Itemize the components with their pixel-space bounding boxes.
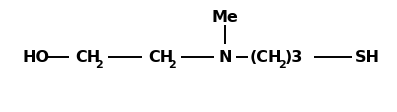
Text: N: N [218, 50, 232, 65]
Text: 2: 2 [168, 59, 176, 69]
Text: HO: HO [22, 50, 49, 65]
Text: (CH: (CH [250, 50, 283, 65]
Text: )3: )3 [285, 50, 303, 65]
Text: CH: CH [75, 50, 100, 65]
Text: Me: Me [212, 10, 239, 25]
Text: SH: SH [355, 50, 380, 65]
Text: 2: 2 [278, 59, 286, 69]
Text: CH: CH [148, 50, 173, 65]
Text: 2: 2 [95, 59, 103, 69]
